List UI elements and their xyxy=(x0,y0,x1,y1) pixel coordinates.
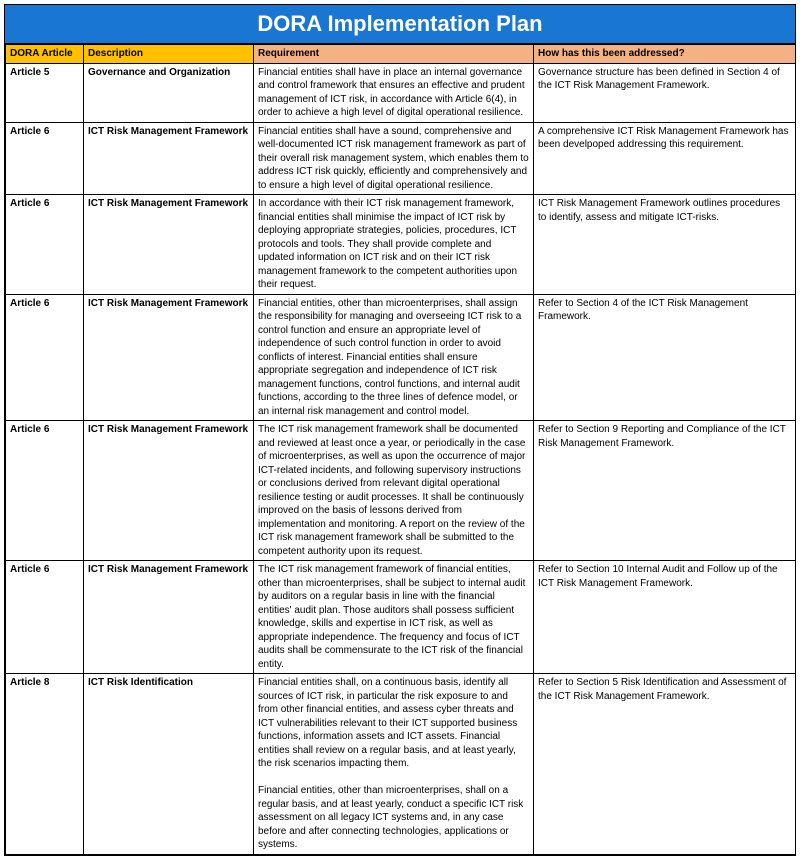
cell-article: Article 5 xyxy=(6,63,84,122)
cell-description: ICT Risk Management Framework xyxy=(84,294,254,421)
cell-requirement: Financial entities shall have in place a… xyxy=(254,63,534,122)
cell-article: Article 6 xyxy=(6,294,84,421)
cell-requirement: The ICT risk management framework shall … xyxy=(254,421,534,561)
cell-addressed: A comprehensive ICT Risk Management Fram… xyxy=(534,122,796,195)
cell-addressed: ICT Risk Management Framework outlines p… xyxy=(534,195,796,295)
document-frame: DORA Implementation Plan DORA ArticleDes… xyxy=(4,4,796,856)
cell-addressed: Governance structure has been defined in… xyxy=(534,63,796,122)
cell-requirement: In accordance with their ICT risk manage… xyxy=(254,195,534,295)
table-row: Article 5Governance and OrganizationFina… xyxy=(6,63,796,122)
table-row: Article 6ICT Risk Management FrameworkFi… xyxy=(6,294,796,421)
cell-addressed: Refer to Section 5 Risk Identification a… xyxy=(534,674,796,855)
cell-requirement: The ICT risk management framework of fin… xyxy=(254,561,534,674)
table-row: Article 6ICT Risk Management FrameworkTh… xyxy=(6,561,796,674)
cell-description: ICT Risk Management Framework xyxy=(84,561,254,674)
cell-description: ICT Risk Management Framework xyxy=(84,195,254,295)
table-row: Article 6ICT Risk Management FrameworkFi… xyxy=(6,122,796,195)
table-row: Article 6ICT Risk Management FrameworkIn… xyxy=(6,195,796,295)
cell-description: ICT Risk Management Framework xyxy=(84,122,254,195)
table-row: Article 8ICT Risk IdentificationFinancia… xyxy=(6,674,796,855)
cell-addressed: Refer to Section 10 Internal Audit and F… xyxy=(534,561,796,674)
column-header: DORA Article xyxy=(6,45,84,64)
cell-requirement: Financial entities shall have a sound, c… xyxy=(254,122,534,195)
cell-addressed: Refer to Section 9 Reporting and Complia… xyxy=(534,421,796,561)
cell-article: Article 6 xyxy=(6,195,84,295)
table-header-row: DORA ArticleDescriptionRequirementHow ha… xyxy=(6,45,796,64)
cell-requirement: Financial entities shall, on a continuou… xyxy=(254,674,534,855)
column-header: How has this been addressed? xyxy=(534,45,796,64)
table-body: Article 5Governance and OrganizationFina… xyxy=(6,63,796,854)
cell-description: ICT Risk Identification xyxy=(84,674,254,855)
cell-description: Governance and Organization xyxy=(84,63,254,122)
table-row: Article 6ICT Risk Management FrameworkTh… xyxy=(6,421,796,561)
cell-description: ICT Risk Management Framework xyxy=(84,421,254,561)
cell-requirement: Financial entities, other than microente… xyxy=(254,294,534,421)
cell-article: Article 8 xyxy=(6,674,84,855)
column-header: Requirement xyxy=(254,45,534,64)
cell-addressed: Refer to Section 4 of the ICT Risk Manag… xyxy=(534,294,796,421)
implementation-table: DORA ArticleDescriptionRequirementHow ha… xyxy=(5,44,796,855)
column-header: Description xyxy=(84,45,254,64)
cell-article: Article 6 xyxy=(6,421,84,561)
cell-article: Article 6 xyxy=(6,122,84,195)
cell-article: Article 6 xyxy=(6,561,84,674)
document-title: DORA Implementation Plan xyxy=(5,5,795,44)
